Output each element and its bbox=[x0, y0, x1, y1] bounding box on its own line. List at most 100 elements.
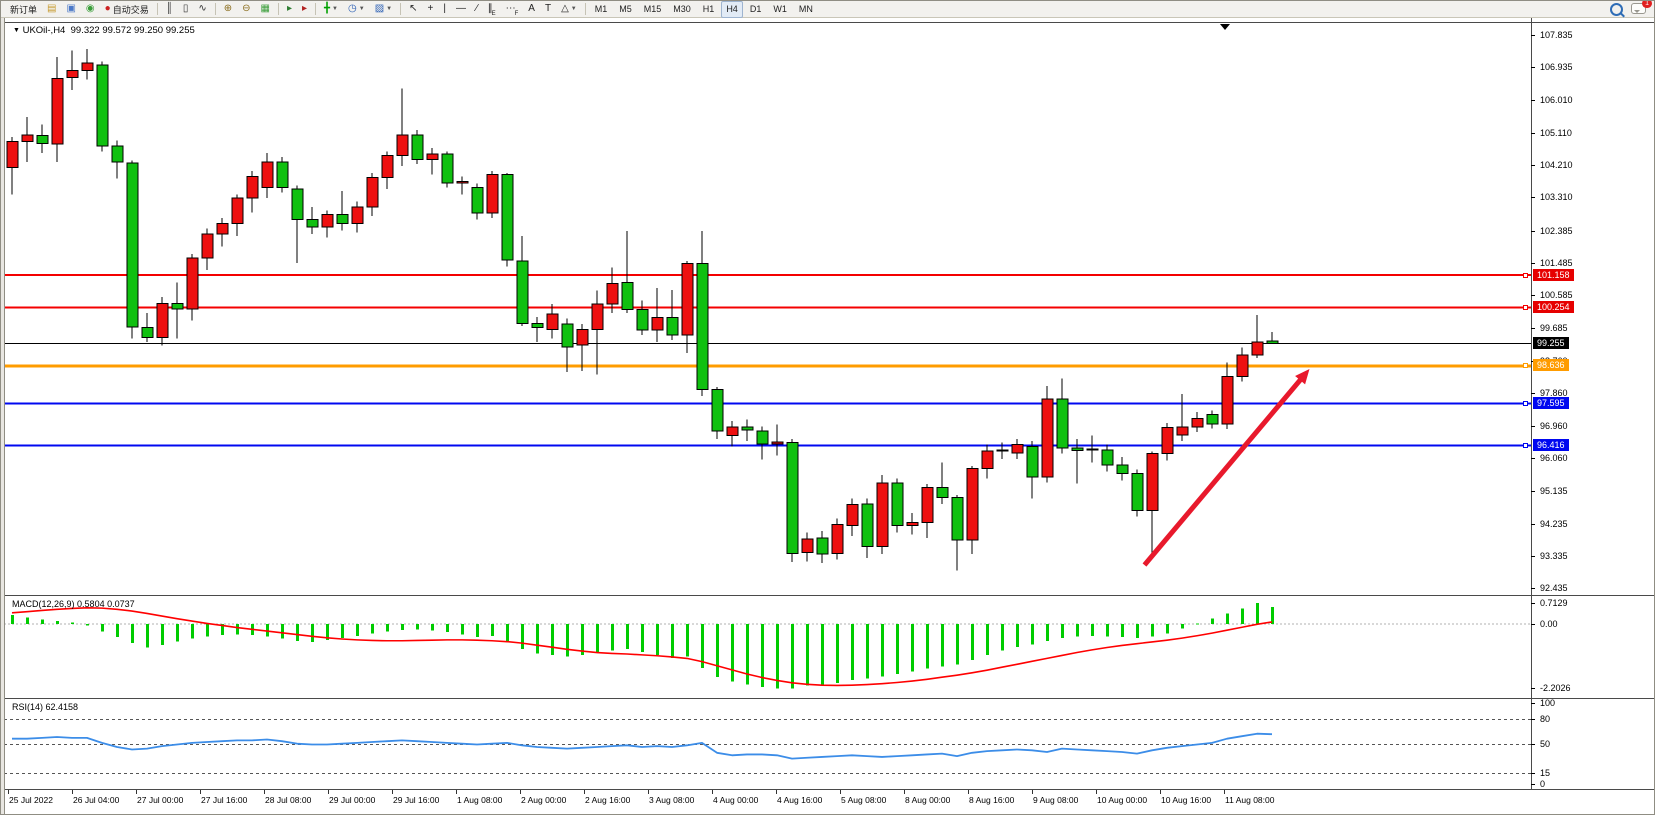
timeframe-d1-button[interactable]: D1 bbox=[745, 1, 767, 18]
price-tick bbox=[1531, 165, 1535, 166]
candle bbox=[186, 257, 199, 310]
time-tick bbox=[584, 790, 585, 794]
macd-panel[interactable] bbox=[4, 596, 1531, 697]
price-tag-98.636: 98.636 bbox=[1533, 359, 1569, 371]
fibonacci-icon[interactable]: ⋯ F bbox=[502, 1, 523, 18]
periods-clock-icon[interactable]: ◷ ▼ bbox=[344, 1, 369, 18]
vertical-line-icon[interactable]: | bbox=[439, 1, 450, 18]
toolbar-separator bbox=[400, 3, 402, 15]
add-indicator-icon[interactable]: ╋ ▼ bbox=[320, 1, 342, 18]
price-tick-label: 101.485 bbox=[1540, 258, 1573, 268]
candle bbox=[786, 442, 799, 555]
search-icon[interactable] bbox=[1610, 2, 1623, 16]
arrows-shapes-icon-caret[interactable]: ▼ bbox=[570, 6, 577, 12]
text-icon[interactable]: A bbox=[524, 1, 539, 18]
auto-scroll-icon[interactable]: ▸ bbox=[283, 1, 296, 18]
candle bbox=[1056, 398, 1069, 449]
periods-clock-icon: ◷ bbox=[348, 3, 357, 14]
timeframe-h4-label: H4 bbox=[726, 4, 738, 14]
time-tick bbox=[264, 790, 265, 794]
text-label-icon: T bbox=[544, 3, 552, 14]
level-anchor[interactable] bbox=[1523, 273, 1528, 278]
time-tick-label: 29 Jul 00:00 bbox=[329, 795, 376, 805]
macd-separator[interactable] bbox=[4, 595, 1654, 596]
time-tick bbox=[840, 790, 841, 794]
new-order-button-button[interactable]: 新订单 bbox=[6, 1, 41, 18]
timeframe-mn-button[interactable]: MN bbox=[794, 1, 818, 18]
timeframe-mn-label: MN bbox=[798, 4, 813, 14]
rsi-panel[interactable] bbox=[4, 699, 1531, 789]
zoom-in-icon[interactable]: ⊕ bbox=[220, 1, 236, 18]
rsi-separator[interactable] bbox=[4, 698, 1654, 699]
trendline-icon[interactable]: ∕ bbox=[472, 1, 482, 18]
terminal-icon[interactable]: ▣ bbox=[62, 1, 79, 18]
candle bbox=[336, 213, 349, 224]
symbol-dropdown-icon[interactable]: ▼ bbox=[13, 27, 20, 34]
trendline-icon: ∕ bbox=[475, 3, 478, 14]
add-indicator-icon-caret[interactable]: ▼ bbox=[332, 6, 338, 12]
candle bbox=[291, 188, 304, 221]
templates-icon[interactable]: ▨ ▼ bbox=[371, 1, 396, 18]
line-chart-icon[interactable]: ∿ bbox=[194, 1, 210, 18]
time-tick bbox=[328, 790, 329, 794]
main-chart[interactable] bbox=[4, 18, 1531, 595]
text-label-icon[interactable]: T bbox=[541, 1, 555, 18]
new-order-button-label: 新订单 bbox=[10, 4, 38, 15]
toolbar-separator bbox=[156, 3, 158, 15]
candle bbox=[1161, 427, 1174, 455]
bar-chart-icon[interactable]: ║ bbox=[162, 1, 177, 18]
timeframe-m1-button[interactable]: M1 bbox=[590, 1, 613, 18]
timeframe-h4-button[interactable]: H4 bbox=[721, 1, 743, 18]
level-anchor[interactable] bbox=[1523, 305, 1528, 310]
time-axis[interactable]: 25 Jul 2022 26 Jul 04:00 27 Jul 00:00 27 Ju… bbox=[4, 790, 1531, 814]
level-anchor[interactable] bbox=[1523, 443, 1528, 448]
cursor-icon[interactable]: ↖ bbox=[405, 1, 421, 18]
candle bbox=[141, 327, 154, 339]
crosshair-icon[interactable]: + bbox=[423, 1, 437, 18]
timeframe-m15-button[interactable]: M15 bbox=[639, 1, 667, 18]
level-anchor[interactable] bbox=[1523, 363, 1528, 368]
timeframe-m30-button[interactable]: M30 bbox=[668, 1, 696, 18]
candle bbox=[381, 155, 394, 178]
candle bbox=[351, 206, 364, 224]
time-tick-label: 5 Aug 08:00 bbox=[841, 795, 887, 805]
level-anchor[interactable] bbox=[1523, 401, 1528, 406]
candle bbox=[276, 161, 289, 188]
macd-signal-line bbox=[11, 607, 1273, 687]
candle bbox=[516, 260, 529, 324]
autotrading-icon: ● bbox=[104, 3, 111, 14]
cursor-icon: ↖ bbox=[409, 3, 418, 14]
tile-windows-icon: ▦ bbox=[260, 3, 270, 14]
price-tick bbox=[1531, 295, 1535, 296]
templates-icon-caret[interactable]: ▼ bbox=[386, 6, 393, 12]
trend-arrow[interactable] bbox=[1142, 375, 1305, 567]
tile-windows-icon[interactable]: ▦ bbox=[257, 1, 274, 18]
timeframe-w1-button[interactable]: W1 bbox=[768, 1, 792, 18]
signals-icon[interactable]: ◉ bbox=[82, 1, 99, 18]
candle bbox=[1086, 448, 1099, 451]
price-tick bbox=[1531, 524, 1535, 525]
candle bbox=[1116, 464, 1129, 474]
zoom-out-icon[interactable]: ⊖ bbox=[238, 1, 254, 18]
candle bbox=[486, 174, 499, 214]
candlestick-chart-icon[interactable]: ▯ bbox=[179, 1, 193, 18]
chart-shift-icon[interactable]: ▸ bbox=[298, 1, 311, 18]
arrows-shapes-icon[interactable]: △ ▼ bbox=[557, 1, 581, 18]
timeframe-h1-button[interactable]: H1 bbox=[698, 1, 720, 18]
candle bbox=[366, 176, 379, 208]
timeframe-m15-label: M15 bbox=[643, 4, 662, 14]
horizontal-line-icon[interactable]: — bbox=[452, 1, 470, 18]
time-tick bbox=[1224, 790, 1225, 794]
equidistant-channel-icon[interactable]: ∥ E bbox=[484, 1, 500, 18]
periods-clock-icon-caret[interactable]: ▼ bbox=[358, 6, 365, 12]
autotrading-button-button[interactable]: ● 自动交易 bbox=[101, 1, 153, 18]
price-tick bbox=[1531, 133, 1535, 134]
market-watch-icon[interactable]: ▤ bbox=[43, 1, 60, 18]
macd-tick-label: 0.7129 bbox=[1540, 598, 1568, 608]
price-tick-label: 94.235 bbox=[1540, 519, 1568, 529]
price-tick-label: 95.135 bbox=[1540, 486, 1568, 496]
window-left-edge bbox=[1, 18, 5, 814]
timeframe-m5-button[interactable]: M5 bbox=[614, 1, 637, 18]
notifications-button[interactable]: 1 bbox=[1631, 1, 1652, 16]
price-tick bbox=[1531, 263, 1535, 264]
